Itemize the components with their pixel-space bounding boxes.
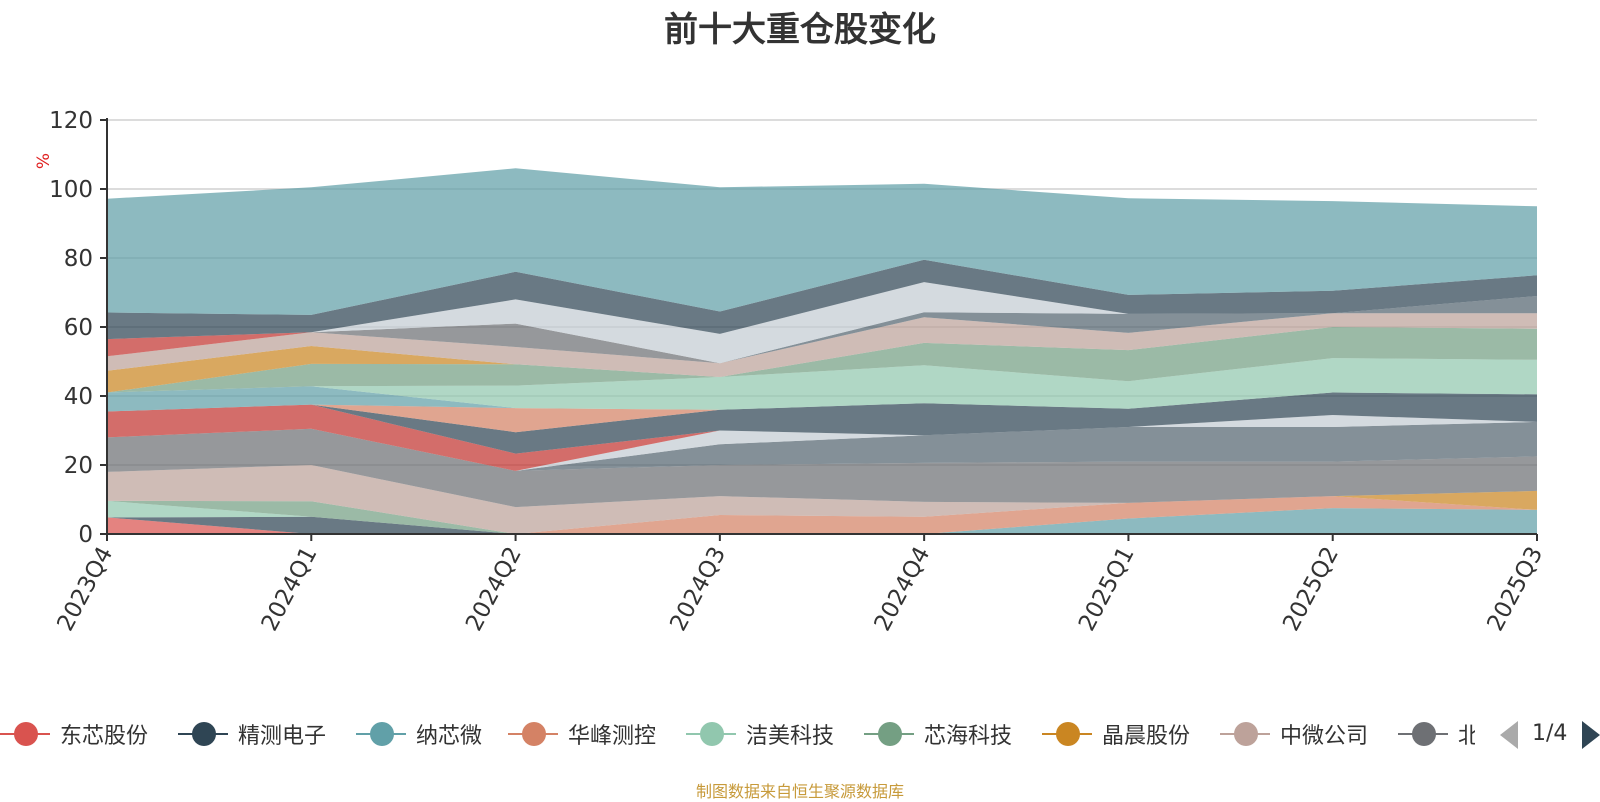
legend-marker-icon — [356, 721, 406, 747]
area-series-7 — [107, 490, 1537, 534]
y-tick-label: 60 — [64, 315, 93, 341]
legend-item[interactable]: 华峰测控 — [508, 716, 656, 752]
legend-marker-icon — [864, 721, 914, 747]
legend-label: 晶晨股份 — [1102, 724, 1191, 749]
area-series-8 — [107, 465, 1537, 534]
legend-marker-icon — [1398, 721, 1448, 747]
legend-marker-icon — [686, 721, 736, 747]
legend-page-indicator: 1/4 — [1532, 721, 1568, 746]
area-series-3 — [107, 508, 1537, 534]
y-tick-label: 120 — [49, 108, 93, 134]
y-tick-label: 80 — [64, 246, 93, 272]
legend-marker-icon — [508, 721, 558, 747]
legend-prev-page-button[interactable] — [1500, 721, 1518, 749]
y-tick-label: 0 — [78, 522, 93, 548]
area-series-10 — [107, 421, 1537, 471]
area-series-25 — [107, 168, 1537, 315]
area-series-18 — [107, 327, 1537, 393]
area-series-16 — [107, 358, 1537, 410]
legend-item[interactable]: 晶晨股份 — [1042, 716, 1190, 752]
legend-item[interactable]: 中微公司 — [1220, 716, 1368, 752]
x-tick-label: 2025Q3 — [1482, 543, 1548, 636]
legend-label: 芯海科技 — [924, 724, 1013, 749]
legend-marker-icon — [1042, 721, 1092, 747]
chart-title: 前十大重仓股变化 — [664, 10, 936, 50]
area-series-2 — [107, 516, 1537, 534]
area-series-11 — [107, 415, 1537, 471]
legend-label: 精测电子 — [238, 724, 327, 749]
area-series-14 — [107, 392, 1537, 433]
legend-pager: 1/4 — [1500, 718, 1600, 750]
y-tick-label: 20 — [64, 453, 93, 479]
area-series-17 — [107, 327, 1537, 393]
y-tick-label: 40 — [64, 384, 93, 410]
x-tick-label: 2025Q1 — [1074, 543, 1140, 636]
x-tick-label: 2024Q1 — [257, 543, 323, 636]
legend-item[interactable]: 芯海科技 — [864, 716, 1012, 752]
legend-marker-icon — [178, 721, 228, 747]
data-source-note: 制图数据来自恒生聚源数据库 — [695, 782, 904, 801]
area-series-6 — [107, 496, 1537, 534]
x-tick-label: 2025Q2 — [1278, 543, 1344, 636]
area-series-4 — [107, 496, 1537, 534]
area-layer — [107, 168, 1537, 534]
area-series-24 — [107, 259, 1537, 340]
x-tick-label: 2024Q4 — [870, 543, 936, 636]
x-tick-label: 2024Q3 — [665, 543, 731, 636]
area-series-19 — [107, 313, 1537, 377]
area-series-1 — [107, 517, 1537, 534]
legend-item[interactable]: 纳芯微 — [356, 716, 482, 752]
area-series-9 — [107, 428, 1537, 508]
legend-label: 中微公司 — [1280, 724, 1369, 749]
legend-next-page-button[interactable] — [1582, 721, 1600, 749]
x-tick-label: 2023Q4 — [52, 543, 118, 636]
legend-label: 纳芯微 — [416, 724, 483, 749]
area-series-13 — [107, 392, 1537, 454]
legend-label: 东芯股份 — [60, 724, 149, 749]
legend-item[interactable]: 东芯股份 — [0, 716, 148, 752]
y-tick-label: 100 — [49, 177, 93, 203]
legend-label: 北方华创 — [1458, 724, 1475, 749]
legend-item[interactable]: 洁美科技 — [686, 716, 834, 752]
legend-label: 华峰测控 — [568, 724, 657, 749]
area-series-12 — [107, 404, 1537, 471]
area-series-23 — [107, 282, 1537, 364]
x-tick-label: 2024Q2 — [461, 543, 527, 636]
area-series-15 — [107, 386, 1537, 412]
legend-marker-icon — [0, 721, 50, 747]
legend: 东芯股份 精测电子 纳芯微 华峰测控 洁美科技 芯海科技 晶晨股份 中微公司 北方华创 — [0, 716, 1475, 752]
stacked-area-chart: 0 20 40 60 80 100 120 2023Q4 2024Q1 2024Q2 2024Q3 2… — [34, 108, 1548, 636]
legend-label: 洁美科技 — [746, 724, 835, 749]
y-axis-unit-label: % — [34, 153, 54, 169]
legend-marker-icon — [1220, 721, 1270, 747]
legend-item[interactable]: 精测电子 — [178, 716, 326, 752]
legend-item[interactable]: 北方华创 — [1398, 716, 1475, 752]
